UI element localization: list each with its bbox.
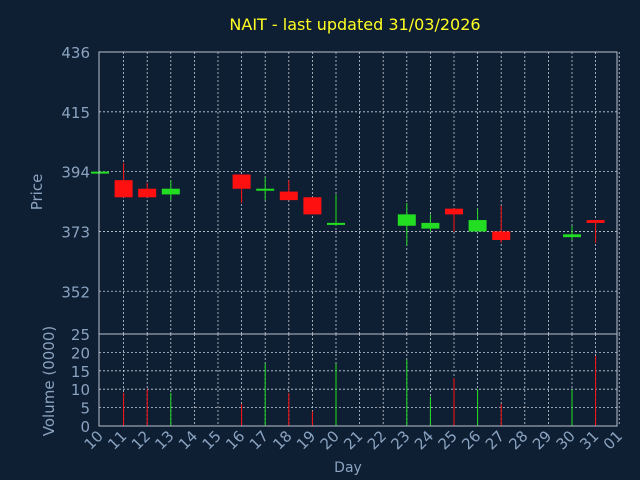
candle-body bbox=[91, 171, 109, 174]
candle bbox=[397, 202, 416, 246]
candle-body bbox=[492, 231, 511, 240]
candlestick-series bbox=[91, 163, 605, 246]
volume-tick-label: 25 bbox=[71, 326, 90, 344]
candle bbox=[279, 180, 298, 201]
candle bbox=[468, 208, 487, 232]
candle bbox=[114, 163, 133, 198]
candle bbox=[327, 194, 345, 226]
price-tick-label: 373 bbox=[61, 223, 90, 241]
price-tick-label: 352 bbox=[61, 283, 90, 301]
price-tick-label: 415 bbox=[61, 104, 90, 122]
candle-body bbox=[445, 208, 463, 215]
candle-body bbox=[114, 180, 133, 198]
candle bbox=[492, 205, 511, 243]
candle-body bbox=[138, 188, 157, 198]
volume-bar-series bbox=[123, 356, 597, 426]
candle-body bbox=[468, 220, 487, 232]
candle bbox=[303, 197, 322, 215]
candle-body bbox=[303, 197, 322, 215]
candle bbox=[421, 214, 440, 232]
volume-panel-frame bbox=[98, 333, 618, 427]
candle bbox=[138, 183, 157, 198]
volume-tick-label: 10 bbox=[71, 381, 90, 399]
candle-body bbox=[586, 220, 605, 223]
price-tick-label: 394 bbox=[61, 164, 90, 182]
candle bbox=[563, 225, 581, 240]
candle-body bbox=[397, 214, 416, 226]
volume-axis-label: Volume (0000) bbox=[40, 326, 58, 436]
candle-body bbox=[327, 222, 345, 225]
candle bbox=[232, 174, 251, 203]
x-axis-label: Day bbox=[334, 460, 362, 476]
candle-body bbox=[279, 191, 298, 201]
candle-body bbox=[563, 234, 581, 238]
candle bbox=[256, 177, 275, 201]
candle bbox=[445, 208, 463, 232]
candle-body bbox=[161, 188, 180, 195]
chart-title: NAIT - last updated 31/03/2026 bbox=[229, 15, 480, 34]
candle-body bbox=[232, 174, 251, 189]
price-axis-label: Price bbox=[28, 174, 46, 211]
volume-tick-label: 15 bbox=[71, 363, 90, 381]
volume-tick-label: 0 bbox=[80, 418, 90, 436]
x-axis: 1011121314151617181920212223242526272829… bbox=[81, 427, 626, 453]
volume-gridlines bbox=[99, 334, 620, 426]
price-tick-label: 436 bbox=[61, 44, 90, 62]
candle bbox=[161, 180, 180, 201]
candle bbox=[91, 171, 109, 174]
candle-body bbox=[421, 222, 440, 229]
price-y-axis: 436 415 394 373 352 bbox=[61, 44, 90, 301]
candle-body bbox=[256, 188, 275, 191]
volume-tick-label: 20 bbox=[71, 344, 90, 362]
volume-tick-label: 5 bbox=[80, 400, 90, 418]
candle bbox=[586, 220, 605, 243]
